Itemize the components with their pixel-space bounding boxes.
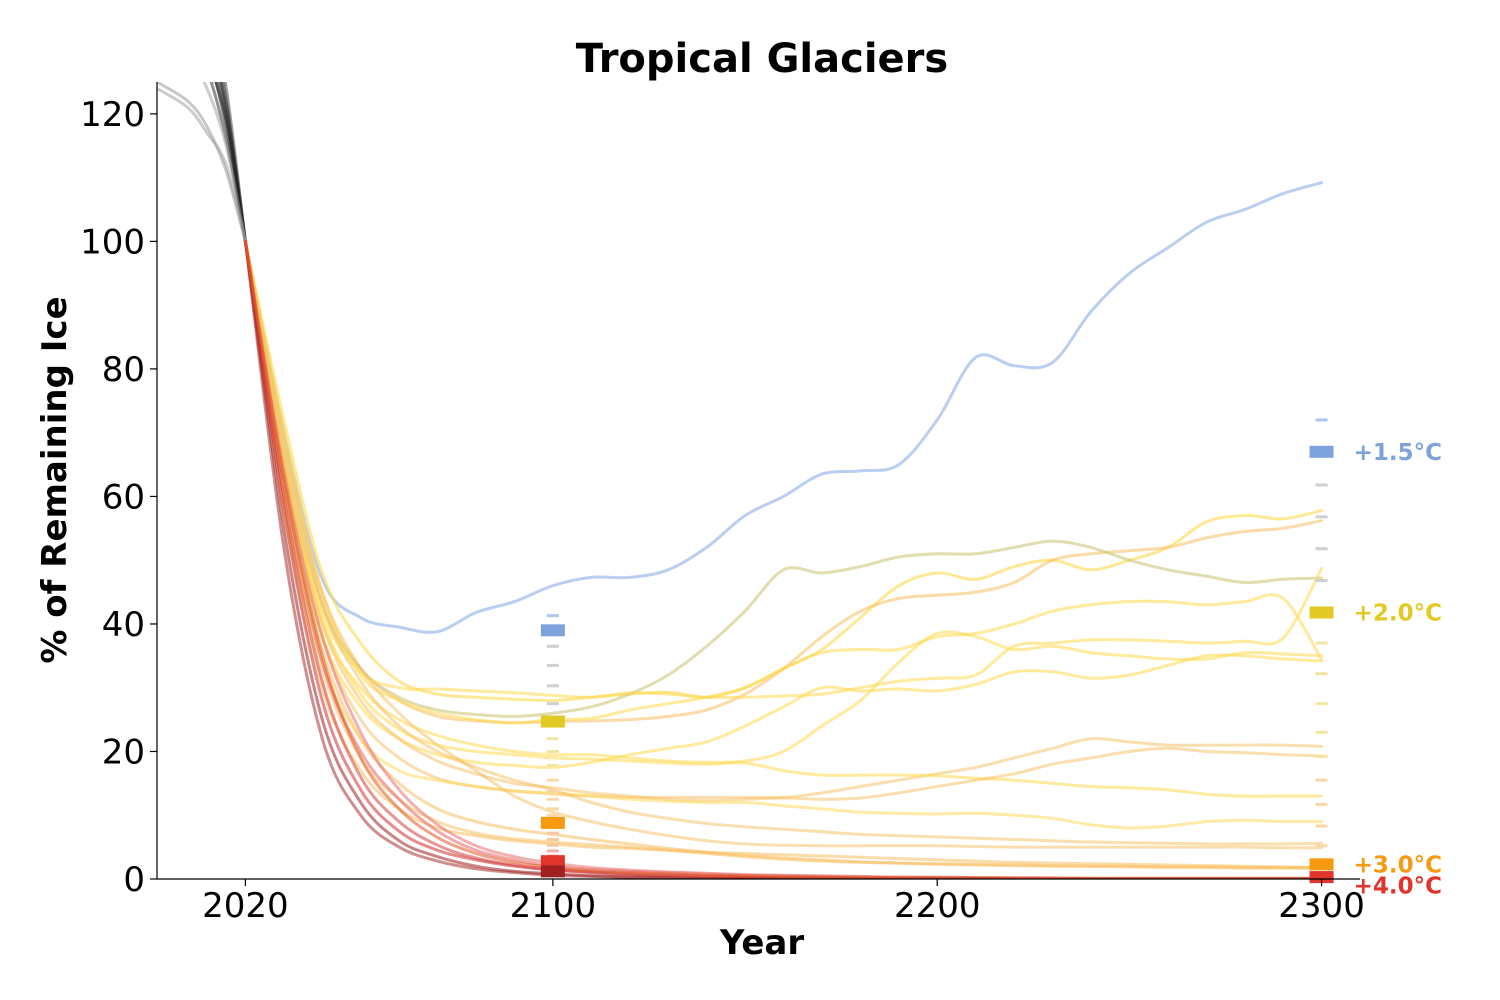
projection-line-3 xyxy=(243,239,1324,718)
historical-line-5 xyxy=(219,82,247,243)
marker-tick-2100-0 xyxy=(546,614,559,618)
marker-tick-2300-12 xyxy=(1315,824,1328,828)
projection-line-8 xyxy=(243,239,1324,800)
marker-tick-2100-5 xyxy=(546,737,559,741)
marker-tick-2100-8 xyxy=(546,778,559,782)
marker-tick-2300-9 xyxy=(1315,755,1328,759)
projection-line-17 xyxy=(243,239,1324,879)
projection-line-7 xyxy=(243,239,1324,770)
marker-median-2300-2 xyxy=(1309,858,1334,871)
marker-tick-2100-3 xyxy=(546,684,559,688)
x-tick-label-2200: 2200 xyxy=(894,886,981,926)
y-tick-label-80: 80 xyxy=(102,350,145,390)
marker-tick-2100-12 xyxy=(546,813,559,817)
marker-tick-2100-16 xyxy=(546,849,559,853)
marker-median-2100-4 xyxy=(540,865,565,878)
marker-tick-2300-2 xyxy=(1315,515,1328,519)
series-layer xyxy=(157,82,1324,879)
y-tick-label-120: 120 xyxy=(80,95,145,135)
marker-median-2100-3 xyxy=(540,855,565,868)
scenario-labels-layer: +1.5°C +2.0°C +3.0°C+4.0°C xyxy=(1354,440,1442,900)
x-axis-title: Year xyxy=(719,923,805,963)
axes-layer: 0 20 40 60 80 100 120 2020 2100 2200 2300 xyxy=(80,82,1365,926)
x-tick-label-2300: 2300 xyxy=(1278,886,1365,926)
marker-tick-2100-4 xyxy=(546,702,559,706)
marker-median-2300-1 xyxy=(1309,606,1334,619)
projection-line-18 xyxy=(243,239,1324,879)
marker-median-2300-3 xyxy=(1309,871,1334,884)
y-tick-label-100: 100 xyxy=(80,222,145,262)
marker-tick-2100-14 xyxy=(546,837,559,841)
historical-line-6 xyxy=(223,82,247,243)
marker-tick-2300-3 xyxy=(1315,547,1328,551)
marker-tick-2100-6 xyxy=(546,749,559,753)
y-tick-label-60: 60 xyxy=(102,477,145,517)
marker-tick-2300-4 xyxy=(1315,579,1328,583)
marker-tick-2300-8 xyxy=(1315,730,1328,734)
y-tick-label-20: 20 xyxy=(102,732,145,772)
projection-line-19 xyxy=(243,239,1324,879)
projection-line-14 xyxy=(243,239,1324,869)
projection-line-9 xyxy=(243,239,1324,798)
projection-line-21 xyxy=(243,239,1324,879)
marker-median-2100-0 xyxy=(540,624,565,637)
marker-tick-2300-0 xyxy=(1315,418,1328,422)
y-tick-label-40: 40 xyxy=(102,605,145,645)
marker-tick-2100-15 xyxy=(546,843,559,847)
marker-tick-2100-9 xyxy=(546,789,559,793)
marker-median-2100-1 xyxy=(540,715,565,728)
marker-tick-2300-10 xyxy=(1315,778,1328,782)
y-axis-title: % of Remaining Ice xyxy=(35,296,75,663)
marker-tick-2300-7 xyxy=(1315,702,1328,706)
marker-tick-2100-1 xyxy=(546,644,559,648)
marker-tick-2100-11 xyxy=(546,807,559,811)
historical-line-9 xyxy=(202,82,247,243)
marker-tick-2100-10 xyxy=(546,797,559,801)
projection-line-6 xyxy=(243,239,1324,725)
projection-line-20 xyxy=(243,239,1324,879)
x-tick-label-2020: 2020 xyxy=(202,886,289,926)
projection-line-10 xyxy=(243,239,1324,803)
marker-tick-2300-1 xyxy=(1315,483,1328,487)
projection-line-4 xyxy=(243,239,1324,700)
x-tick-label-2100: 2100 xyxy=(510,886,597,926)
scenario-label-0: +1.5°C xyxy=(1354,440,1442,466)
marker-tick-2300-5 xyxy=(1315,641,1328,645)
marker-tick-2300-13 xyxy=(1315,844,1328,848)
projection-line-2 xyxy=(243,239,1324,725)
markers-layer xyxy=(540,418,1334,884)
projection-line-0 xyxy=(243,181,1324,634)
marker-tick-2100-7 xyxy=(546,764,559,768)
projection-line-12 xyxy=(243,239,1324,846)
projection-line-11 xyxy=(243,239,1324,830)
scenario-label-2: +3.0°C xyxy=(1354,852,1442,878)
marker-median-2100-2 xyxy=(540,816,565,829)
projection-line-1 xyxy=(243,239,1324,703)
projection-line-22 xyxy=(243,239,1324,879)
scenario-label-3: +4.0°C xyxy=(1354,873,1442,899)
scenario-label-1: +2.0°C xyxy=(1354,600,1442,626)
marker-tick-2300-6 xyxy=(1315,672,1328,676)
marker-median-2300-0 xyxy=(1309,445,1334,458)
marker-tick-2300-11 xyxy=(1315,802,1328,806)
marker-tick-2100-2 xyxy=(546,663,559,667)
chart-title: Tropical Glaciers xyxy=(576,36,948,82)
historical-line-8 xyxy=(157,86,247,243)
projection-line-23 xyxy=(243,239,1324,879)
y-tick-label-0: 0 xyxy=(123,860,145,900)
projection-line-13 xyxy=(243,239,1324,850)
marker-tick-2100-13 xyxy=(546,831,559,835)
